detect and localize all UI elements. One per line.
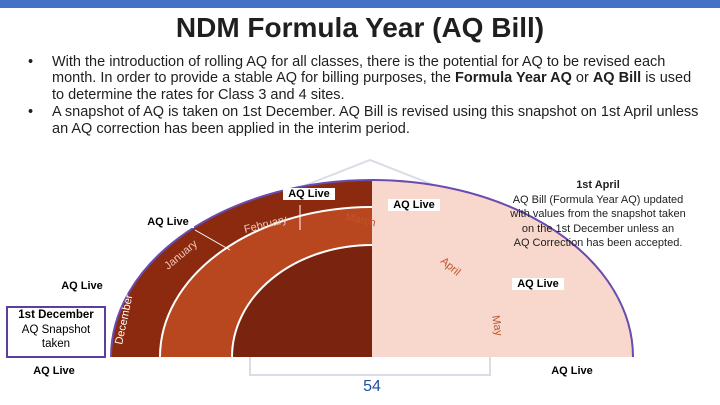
bullet-1-text-b: or [571, 70, 593, 87]
bullet-marker: • [28, 54, 34, 70]
april-callout-line-1: AQ Bill (Formula Year AQ) updated [512, 193, 684, 206]
bullet-item-2: • A snapshot of AQ is taken on 1st Decem… [24, 104, 704, 137]
bullet-list: • With the introduction of rolling AQ fo… [24, 54, 704, 138]
december-box-line-2: taken [41, 338, 71, 350]
aq-live-label-apr: AQ Live [512, 278, 564, 290]
bullet-2-text: A snapshot of AQ is taken on 1st Decembe… [52, 104, 699, 137]
connector-lines [194, 205, 301, 251]
aq-live-label-dec: AQ Live [56, 280, 108, 292]
month-label-may: May [489, 314, 505, 337]
aq-live-label-bottom-right: AQ Live [546, 365, 598, 377]
separator-middle [231, 244, 373, 358]
april-callout-line-3: on the 1st December unless an [521, 222, 675, 235]
april-callout: 1st April AQ Bill (Formula Year AQ) upda… [490, 178, 706, 251]
aq-live-label-feb: AQ Live [283, 188, 335, 200]
page-number: 54 [363, 378, 381, 395]
segment-april-may [372, 181, 632, 357]
december-box-line-1: AQ Snapshot [21, 323, 91, 336]
bullet-1-text-c: is used to determine the rates for Class… [52, 70, 692, 103]
aq-live-label-bottom-left: AQ Live [28, 365, 80, 377]
top-accent-bar [0, 0, 720, 8]
bullet-1-bold-a: Formula Year AQ [455, 70, 572, 87]
december-box-title: 1st December [18, 309, 94, 321]
aq-live-label-jan: AQ Live [142, 216, 194, 228]
april-callout-line-2: with values from the snapshot taken [510, 208, 686, 220]
bullet-marker: • [28, 104, 34, 121]
bullet-1-bold-b: AQ Bill [592, 70, 642, 87]
april-callout-title: 1st April [576, 179, 620, 191]
april-callout-line-4: AQ Correction has been accepted. [513, 237, 683, 249]
aq-live-label-mar: AQ Live [388, 199, 440, 211]
segment-inner [232, 245, 372, 357]
december-snapshot-box: 1st December AQ Snapshot taken [6, 306, 106, 358]
slide-title: NDM Formula Year (AQ Bill) [175, 12, 545, 43]
separator-inner [159, 206, 373, 358]
bullet-item-1: • With the introduction of rolling AQ fo… [24, 54, 704, 103]
bullet-1-text-a: With the introduction of rolling AQ for … [52, 54, 666, 87]
